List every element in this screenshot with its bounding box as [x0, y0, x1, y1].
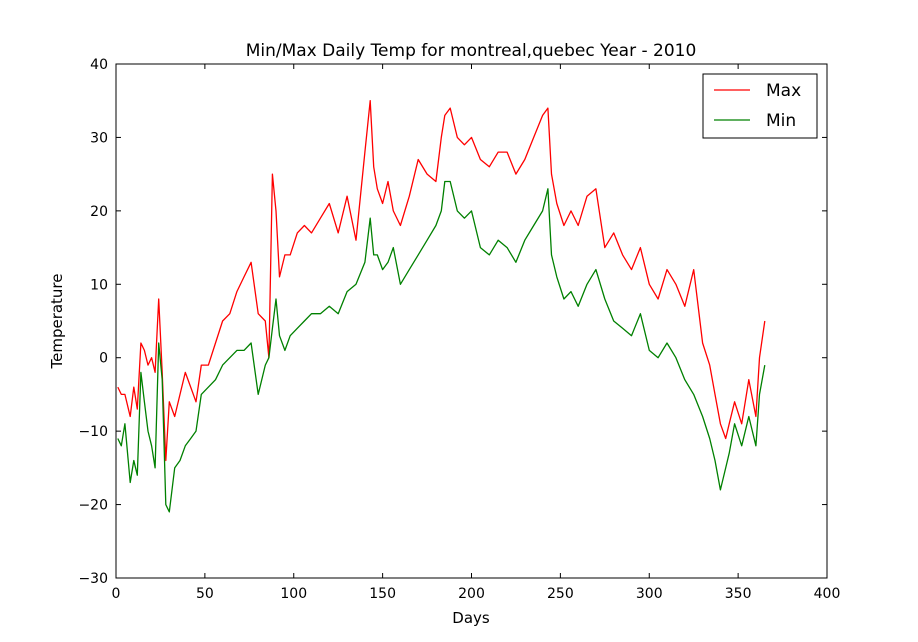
legend: Max Min [702, 73, 818, 139]
x-tick-label: 200 [458, 586, 485, 602]
y-tick-label: −10 [78, 424, 108, 440]
x-tick-label: 100 [280, 586, 307, 602]
chart-title: Min/Max Daily Temp for montreal,quebec Y… [246, 41, 697, 61]
x-tick-label: 250 [547, 586, 574, 602]
x-tick-label: 300 [636, 586, 663, 602]
legend-label-max: Max [766, 81, 801, 101]
y-tick-label: −30 [78, 571, 108, 587]
y-tick-label: −20 [78, 498, 108, 514]
y-tick-label: 10 [90, 277, 108, 293]
series-line-max [117, 100, 766, 462]
y-axis-label: Temperature [48, 273, 66, 369]
legend-label-min: Min [766, 111, 796, 131]
x-tick-label: 400 [814, 586, 841, 602]
legend-box [702, 73, 818, 139]
y-tick-label: 40 [90, 57, 108, 73]
y-tick-label: 20 [90, 204, 108, 220]
x-axis-label: Days [452, 609, 490, 627]
series-layer [117, 100, 766, 513]
y-tick-label: 0 [99, 351, 108, 367]
x-tick-label: 50 [196, 586, 214, 602]
x-tick-label: 150 [369, 586, 396, 602]
ticks-layer: 0 50 100 150 200 250 300 350 400 −30 −20 −10 0 10 20 30… [78, 57, 840, 602]
y-tick-label: 30 [90, 130, 108, 146]
x-tick-label: 350 [725, 586, 752, 602]
x-tick-label: 0 [112, 586, 121, 602]
series-line-min [117, 180, 766, 513]
